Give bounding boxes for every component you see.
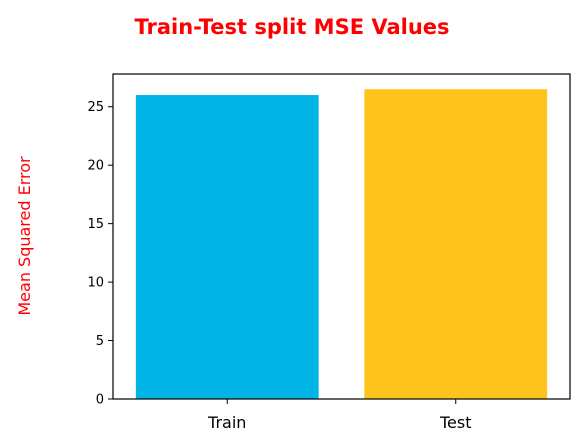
- y-tick-label: 0: [96, 393, 104, 408]
- x-axis: Train Test: [207, 399, 472, 432]
- y-axis-label: Mean Squared Error: [15, 156, 34, 316]
- x-tick-label-train: Train: [207, 413, 246, 432]
- bar-test: [364, 89, 548, 399]
- x-tick-label-test: Test: [439, 413, 472, 432]
- chart-title: Train-Test split MSE Values: [134, 15, 449, 39]
- y-tick-label: 10: [87, 276, 104, 291]
- y-axis: 0 5 10 15 20 25: [87, 100, 113, 408]
- y-tick-label: 20: [87, 159, 104, 174]
- y-tick-label: 15: [87, 217, 104, 232]
- bars-group: [135, 89, 548, 400]
- plot-frame: [112, 73, 571, 400]
- bar-train: [135, 95, 319, 400]
- y-tick-label: 25: [87, 100, 104, 115]
- y-tick-label: 5: [96, 334, 104, 349]
